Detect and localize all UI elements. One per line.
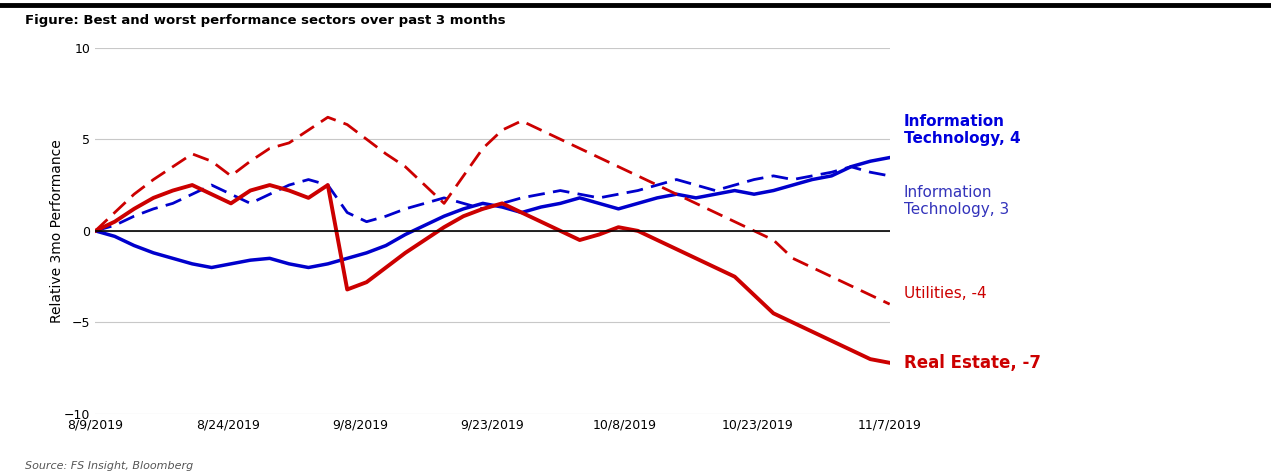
Text: Information
Technology, 3: Information Technology, 3: [904, 185, 1009, 217]
Text: Utilities, -4: Utilities, -4: [904, 286, 986, 300]
Text: Figure: Best and worst performance sectors over past 3 months: Figure: Best and worst performance secto…: [25, 14, 506, 27]
Y-axis label: Relative 3mo Performance: Relative 3mo Performance: [50, 139, 64, 323]
Text: Source: FS Insight, Bloomberg: Source: FS Insight, Bloomberg: [25, 461, 193, 471]
Text: Real Estate, -7: Real Estate, -7: [904, 354, 1041, 372]
Text: Information
Technology, 4: Information Technology, 4: [904, 114, 1021, 146]
